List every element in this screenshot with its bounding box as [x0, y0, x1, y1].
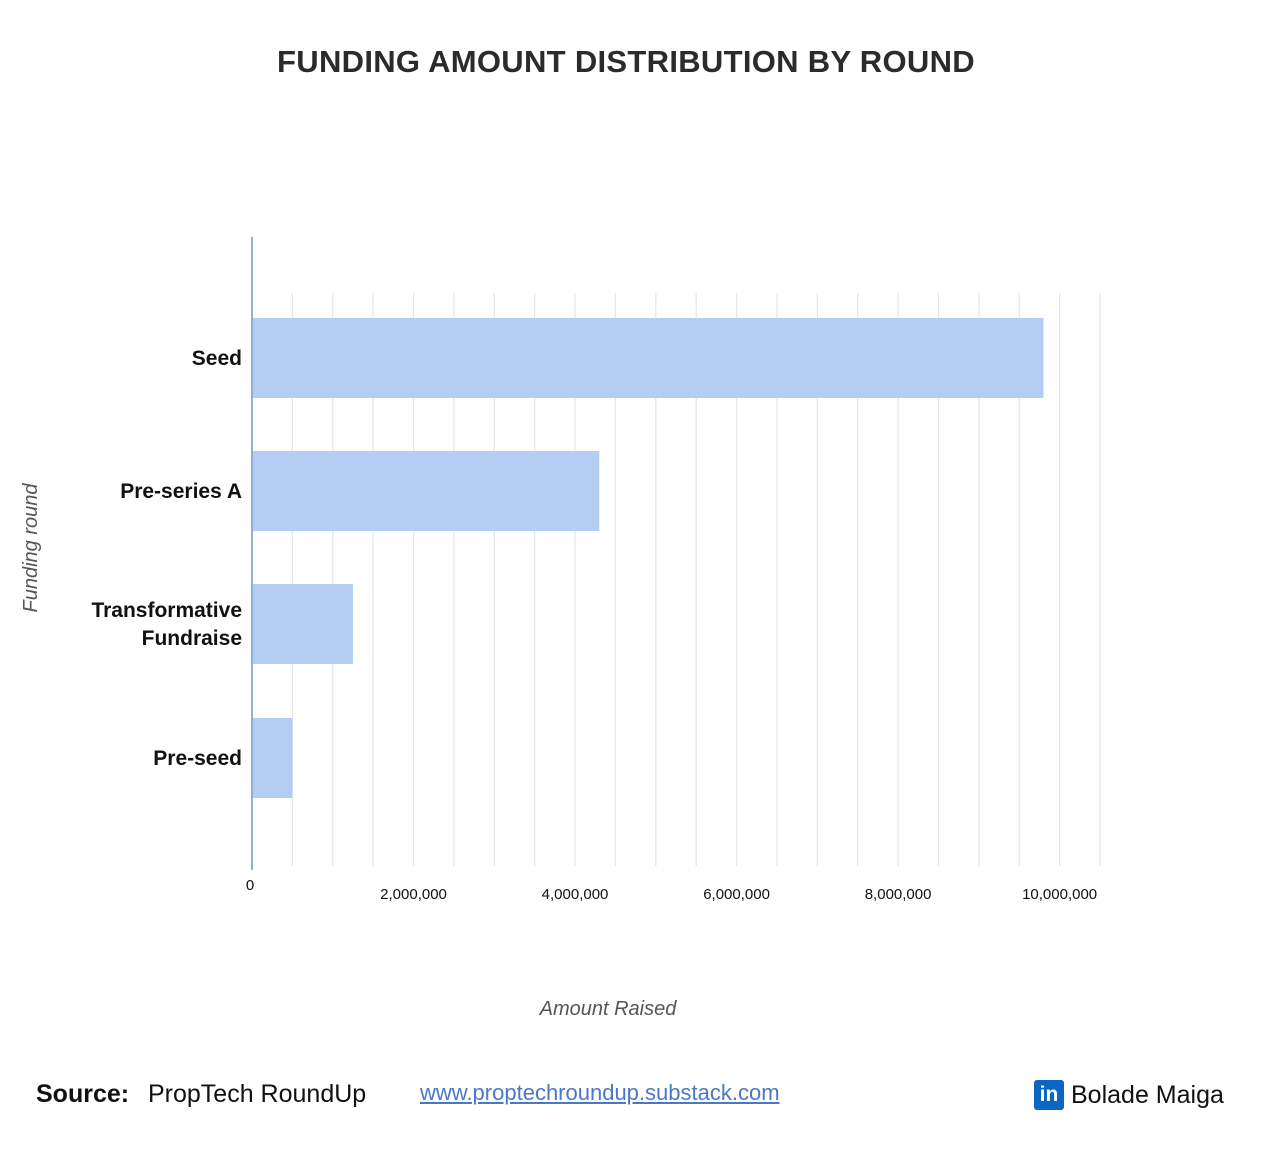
category-label: Seed [192, 347, 242, 370]
x-tick-label: 2,000,000 [380, 886, 447, 903]
source-name: PropTech RoundUp [148, 1080, 367, 1108]
x-axis-title: Amount Raised [539, 998, 678, 1020]
x-tick-label: 4,000,000 [542, 886, 609, 903]
x-tick-label: 6,000,000 [703, 886, 770, 903]
bar [252, 718, 293, 798]
source-url-link[interactable]: www.proptechroundup.substack.com [420, 1080, 780, 1105]
bar [252, 584, 353, 664]
source-label: Source: [36, 1080, 130, 1108]
x-tick-label: 0 [246, 877, 254, 894]
category-label: Transformative [91, 599, 242, 622]
linkedin-icon: in [1034, 1080, 1064, 1110]
bars [252, 318, 1044, 798]
bar [252, 451, 600, 531]
category-label: Pre-seed [153, 747, 242, 770]
category-label: Pre-series A [120, 480, 242, 503]
x-tick-label: 8,000,000 [865, 886, 932, 903]
x-tick-label: 10,000,000 [1022, 886, 1097, 903]
author-name: Bolade Maiga [1071, 1080, 1224, 1109]
category-labels: Seed Pre-series A Transformative Fundraise P… [91, 347, 242, 770]
y-axis-title: Funding round [20, 483, 42, 613]
x-tick-labels: 0 2,000,000 4,000,000 6,000,000 8,000,000 10,… [246, 877, 1097, 903]
category-label: Fundraise [142, 627, 242, 650]
bar [252, 318, 1044, 398]
author-brand[interactable]: in Bolade Maiga [1034, 1080, 1224, 1110]
footer: Source: PropTech RoundUp www.proptechrou… [0, 1076, 1280, 1116]
chart-title: FUNDING AMOUNT DISTRIBUTION BY ROUND [277, 44, 975, 79]
